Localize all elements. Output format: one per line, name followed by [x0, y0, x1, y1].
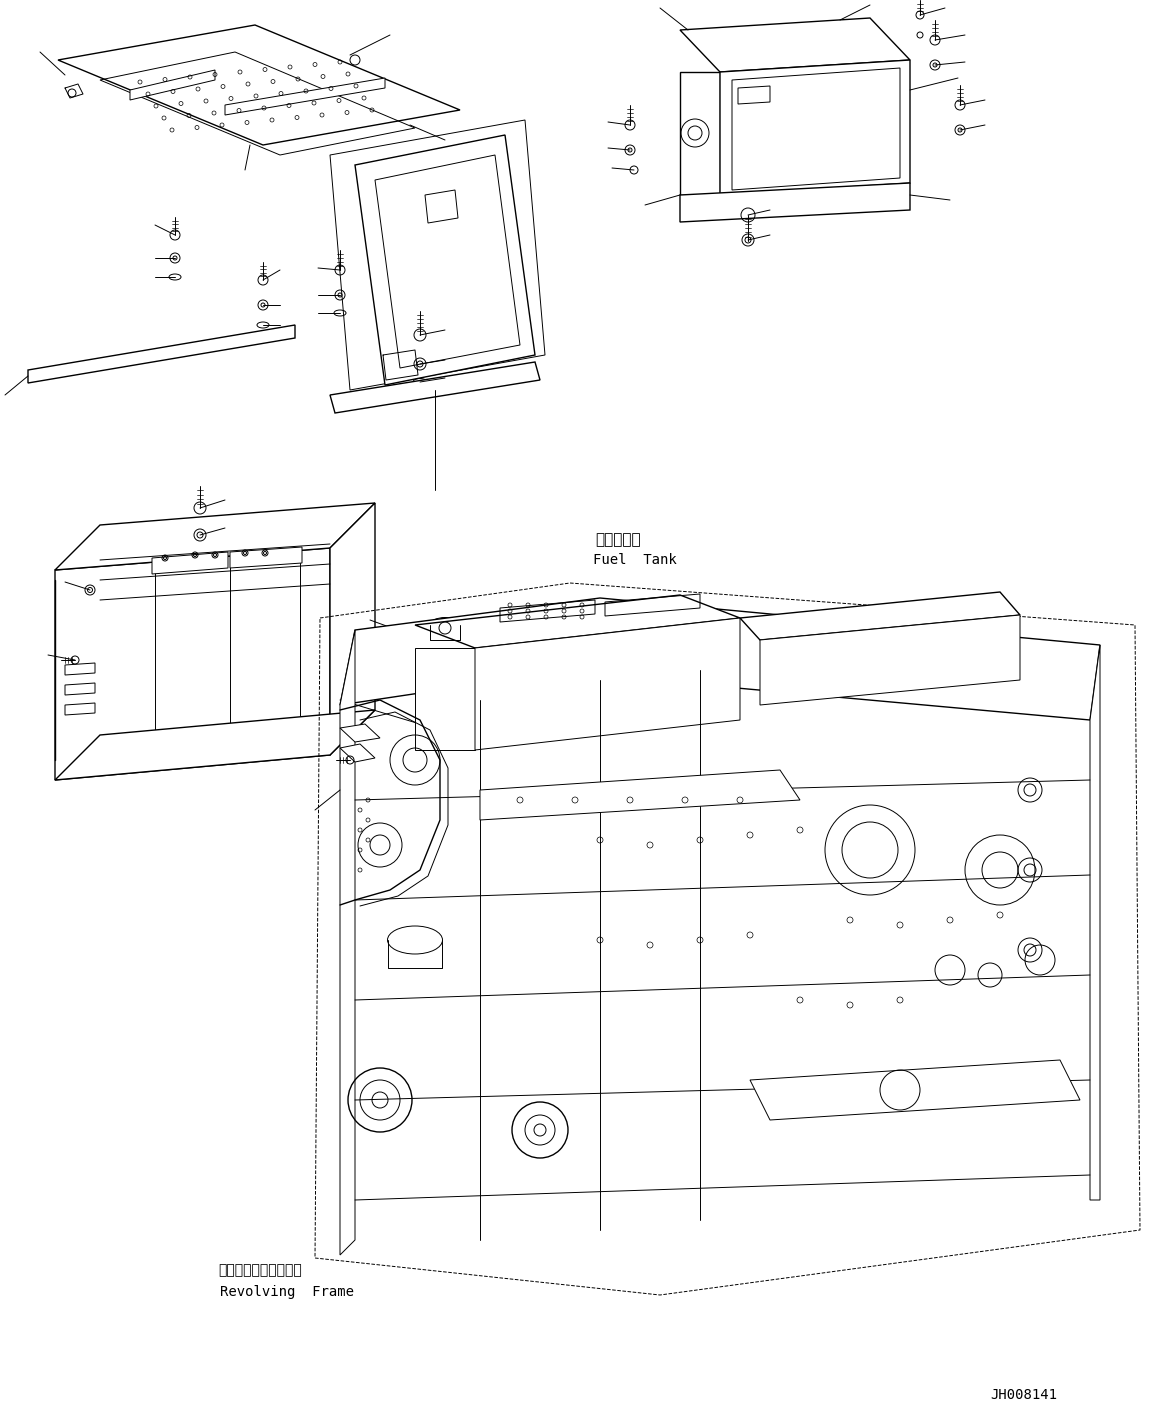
Polygon shape — [340, 744, 374, 762]
Polygon shape — [28, 325, 295, 383]
Polygon shape — [130, 70, 215, 99]
Polygon shape — [330, 502, 374, 755]
Polygon shape — [230, 546, 302, 568]
Polygon shape — [750, 1060, 1080, 1120]
Text: Revolving  Frame: Revolving Frame — [220, 1286, 354, 1298]
Polygon shape — [224, 78, 385, 115]
Polygon shape — [680, 18, 909, 72]
Text: レボルビングフレーム: レボルビングフレーム — [217, 1263, 301, 1277]
Polygon shape — [680, 183, 909, 221]
Polygon shape — [1090, 646, 1100, 1200]
Polygon shape — [340, 630, 355, 1254]
Polygon shape — [330, 362, 540, 413]
Polygon shape — [480, 771, 800, 820]
Text: Fuel  Tank: Fuel Tank — [593, 553, 677, 568]
Text: JH008141: JH008141 — [990, 1388, 1057, 1402]
Polygon shape — [340, 597, 1100, 719]
Polygon shape — [415, 648, 475, 751]
Polygon shape — [759, 614, 1020, 705]
Polygon shape — [355, 135, 535, 385]
Polygon shape — [58, 26, 461, 145]
Polygon shape — [55, 502, 374, 570]
Polygon shape — [475, 619, 740, 751]
Polygon shape — [55, 710, 374, 780]
Polygon shape — [720, 60, 909, 194]
Polygon shape — [55, 548, 330, 780]
Polygon shape — [424, 190, 458, 223]
Polygon shape — [152, 552, 228, 575]
Polygon shape — [415, 595, 740, 648]
Text: 燃料タンク: 燃料タンク — [595, 532, 641, 548]
Polygon shape — [340, 724, 380, 742]
Polygon shape — [739, 87, 770, 104]
Polygon shape — [680, 72, 720, 194]
Polygon shape — [740, 592, 1020, 640]
